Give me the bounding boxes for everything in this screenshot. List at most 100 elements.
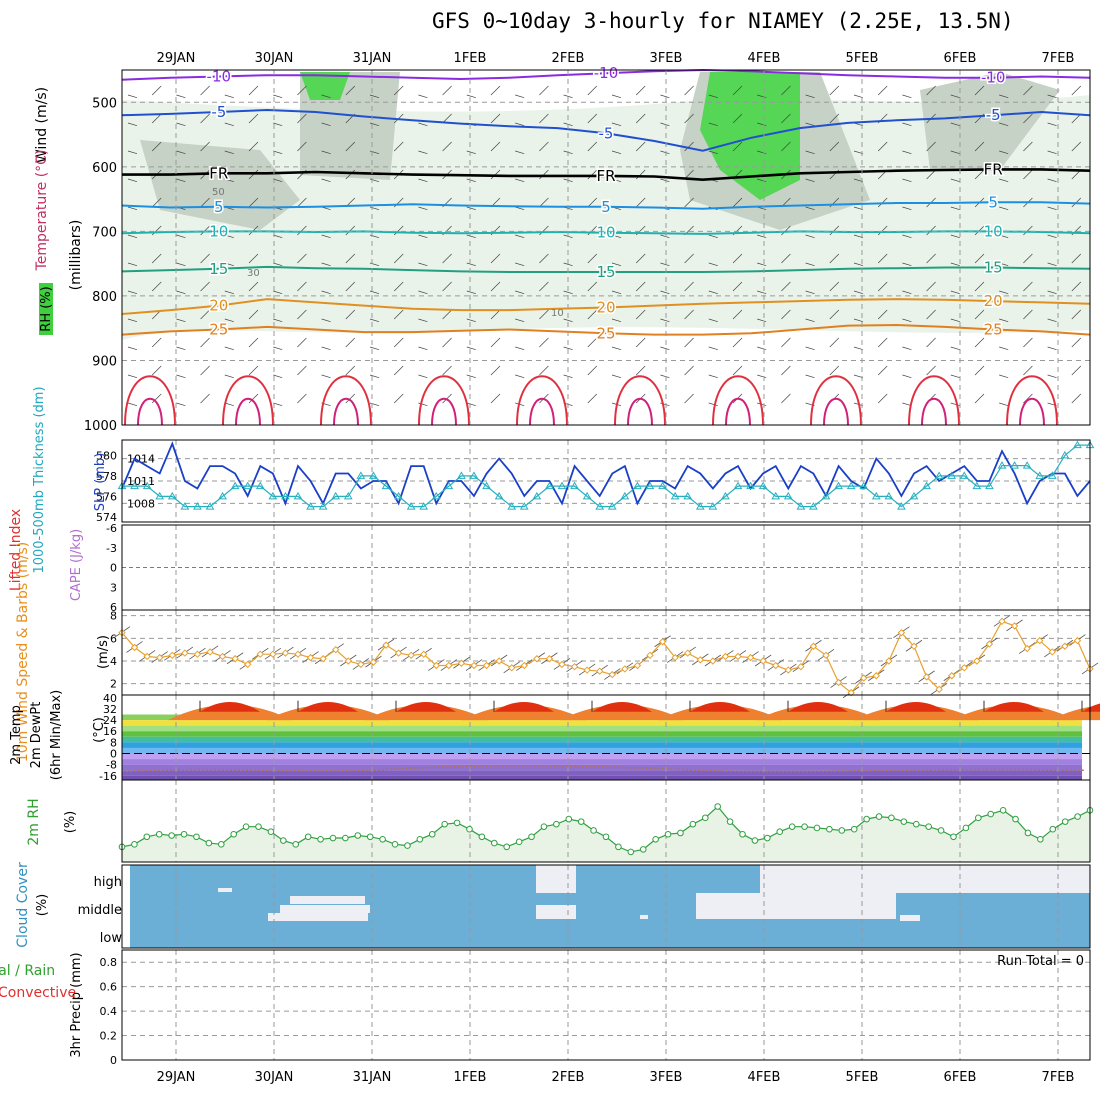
upper-wind-barb-9-29 bbox=[829, 337, 840, 348]
isotherm-label-10-0: 10 bbox=[209, 222, 228, 240]
wind10-marker-36 bbox=[570, 662, 579, 671]
wind10-marker-34 bbox=[545, 655, 554, 663]
upper-wind-barb-3-17 bbox=[539, 169, 549, 180]
upper-wind-barb-1-37 bbox=[1023, 113, 1033, 124]
upper-wind-barb-3-35 bbox=[974, 169, 985, 180]
temp-hump-4 bbox=[560, 704, 684, 721]
top-day-label-31JAN: 31JAN bbox=[353, 51, 392, 66]
upper-wind-barb-0-6 bbox=[273, 94, 283, 99]
upper-wind-barb-4-21 bbox=[635, 197, 646, 208]
upper-wind-barb-0-29 bbox=[829, 85, 840, 96]
upper-wind-barb-2-31 bbox=[877, 141, 888, 152]
rh2m-marker-27 bbox=[453, 819, 461, 827]
cape-tick-0: -6 bbox=[106, 522, 117, 535]
isotherm-label-25-0: 25 bbox=[209, 320, 228, 338]
upper-wind-barb-8-32 bbox=[902, 318, 912, 323]
upper-wind-barb-8-34 bbox=[950, 318, 960, 323]
wind10-line bbox=[121, 620, 1091, 694]
upper-wind-barb-7-11 bbox=[393, 281, 404, 292]
upper-wind-barb-2-24 bbox=[708, 150, 718, 155]
upper-wind-barb-1-34 bbox=[950, 122, 960, 127]
warm-loop-5 bbox=[614, 375, 666, 426]
wind10-marker-24 bbox=[420, 650, 428, 658]
upper-wind-barb-6-31 bbox=[877, 253, 888, 264]
rh2m-marker-70 bbox=[987, 810, 995, 818]
thick-marker-20 bbox=[369, 471, 378, 479]
cloud-block-2 bbox=[268, 913, 368, 921]
upper-wind-barb-6-28 bbox=[805, 262, 815, 267]
thick-marker-48 bbox=[721, 491, 730, 500]
rh2m-marker-21 bbox=[379, 835, 386, 843]
upper-wind-barb-6-21 bbox=[635, 253, 646, 264]
upper-wind-barb-8-6 bbox=[273, 318, 283, 323]
thick-marker-46 bbox=[695, 502, 705, 510]
rh2m-marker-7 bbox=[205, 839, 213, 847]
wind10-frame bbox=[121, 609, 1091, 696]
thick-marker-1 bbox=[130, 481, 139, 490]
rh2m-marker-20 bbox=[366, 833, 374, 841]
wind10-marker-11 bbox=[256, 650, 264, 658]
upper-wind-barb-0-25 bbox=[732, 85, 743, 96]
temp-hump-core-7 bbox=[886, 701, 946, 712]
rh2m-marker-46 bbox=[689, 820, 697, 828]
upper-ytick-600: 600 bbox=[92, 161, 117, 176]
cape-tick-4: 6 bbox=[110, 601, 117, 614]
upper-wind-barb-3-28 bbox=[805, 178, 815, 183]
upper-wind-barb-5-4 bbox=[224, 234, 234, 239]
upper-wind-barb-9-1 bbox=[151, 337, 162, 348]
thick-marker-53 bbox=[783, 491, 793, 500]
rh2m-marker-57 bbox=[826, 825, 833, 833]
thick-marker-26 bbox=[444, 481, 454, 490]
upper-wind-barb-10-35 bbox=[974, 365, 985, 376]
upper-wind-barb-10-34 bbox=[950, 374, 960, 379]
rh2m-marker-15 bbox=[304, 833, 312, 841]
upper-wind-barb-6-11 bbox=[393, 253, 404, 264]
upper-wind-barb-1-22 bbox=[660, 122, 670, 127]
upper-wind-barb-6-12 bbox=[418, 262, 428, 267]
upper-wind-barb-7-18 bbox=[563, 290, 573, 295]
upper-ytick-800: 800 bbox=[92, 290, 117, 305]
precip-tick-0.2: 0.2 bbox=[100, 1030, 118, 1043]
upper-wind-barb-2-16 bbox=[515, 150, 525, 155]
wind10-tick-4: 4 bbox=[110, 655, 117, 668]
wind10-marker-26 bbox=[445, 661, 453, 670]
warm-loop-4 bbox=[516, 375, 568, 426]
thick-marker-35 bbox=[557, 481, 567, 490]
cloud-block-8 bbox=[760, 865, 1090, 893]
upper-wind-barb-9-4 bbox=[224, 346, 234, 351]
upper-wind-barb-6-30 bbox=[853, 262, 864, 267]
cloud-block-1 bbox=[218, 888, 232, 892]
cloud-ylabel-unit: (%) bbox=[35, 894, 50, 917]
rh2m-marker-50 bbox=[739, 830, 746, 838]
upper-ytick-500: 500 bbox=[92, 96, 117, 111]
upper-wind-barb-2-4 bbox=[224, 150, 234, 155]
upper-wind-barb-10-32 bbox=[902, 374, 912, 379]
rh2m-marker-63 bbox=[900, 818, 908, 825]
thick-marker-34 bbox=[545, 481, 554, 490]
temp-hump-5 bbox=[658, 704, 782, 721]
upper-wind-barb-3-16 bbox=[515, 178, 525, 183]
upper-wind-barb-8-9 bbox=[345, 309, 356, 320]
upper-wind-barb-10-14 bbox=[466, 374, 476, 379]
upper-wind-barb-6-22 bbox=[660, 262, 670, 267]
warm-loop-inner-8 bbox=[921, 397, 947, 426]
warm-loop-7 bbox=[810, 375, 862, 426]
upper-wind-barb-0-5 bbox=[248, 85, 259, 96]
temp-band-11 bbox=[122, 775, 1082, 780]
cloud-block-3 bbox=[280, 905, 370, 913]
thick-marker-16 bbox=[318, 502, 328, 510]
thick-left-tick-580: 580 bbox=[96, 449, 117, 462]
upper-wind-barb-8-21 bbox=[635, 309, 646, 320]
temp-hump-core-4 bbox=[592, 701, 652, 712]
thick-marker-68 bbox=[972, 481, 982, 490]
cloud-level-middle: middle bbox=[78, 903, 122, 918]
upper-wind-barb-11-27 bbox=[781, 393, 791, 404]
upper-wind-barb-7-12 bbox=[418, 290, 428, 295]
precip-tick-0.8: 0.8 bbox=[100, 956, 118, 969]
rh2m-marker-23 bbox=[404, 842, 411, 849]
upper-wind-barb-1-27 bbox=[781, 113, 791, 124]
rh2m-marker-4 bbox=[168, 832, 175, 839]
bottom-day-label-31JAN: 31JAN bbox=[353, 1070, 392, 1085]
upper-wind-barb-8-12 bbox=[418, 318, 428, 323]
upper-wind-barb-10-16 bbox=[515, 374, 525, 379]
